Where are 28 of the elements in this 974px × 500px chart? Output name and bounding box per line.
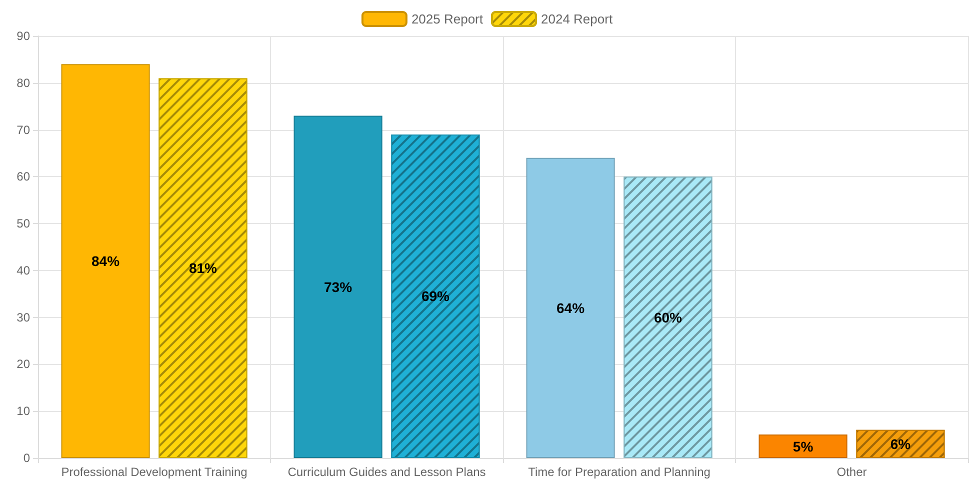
data-label: 81%: [188, 260, 218, 276]
x-tick-label: Other: [836, 465, 867, 479]
data-label: 73%: [324, 278, 353, 295]
bar: [61, 64, 150, 458]
x-tick-label: Professional Development Training: [61, 465, 248, 479]
y-tick-label: 80: [16, 76, 30, 90]
bar: [294, 116, 382, 458]
y-tick-label: 60: [16, 170, 30, 184]
data-label: 84%: [92, 253, 120, 270]
data-label: 60%: [654, 309, 683, 326]
bar: [526, 158, 615, 458]
bar: [758, 434, 848, 458]
x-tick-label: Curriculum Guides and Lesson Plans: [288, 465, 486, 479]
y-tick-label: 70: [16, 122, 30, 137]
data-label: 6%: [890, 436, 912, 452]
y-tick-label: 0: [23, 451, 30, 465]
y-tick-label: 90: [16, 29, 30, 43]
y-tick-label: 20: [16, 357, 30, 372]
y-tick-label: 40: [16, 263, 30, 278]
x-tick-label: Time for Preparation and Planning: [528, 465, 710, 479]
y-tick-label: 50: [16, 216, 30, 231]
data-label: 5%: [792, 438, 814, 454]
y-tick-label: 30: [16, 310, 30, 324]
y-tick-label: 10: [16, 404, 30, 418]
data-label: 69%: [421, 288, 450, 304]
legend-label: 2024 Report: [541, 12, 613, 26]
data-label: 64%: [556, 300, 586, 316]
legend-label: 2025 Report: [411, 12, 484, 26]
